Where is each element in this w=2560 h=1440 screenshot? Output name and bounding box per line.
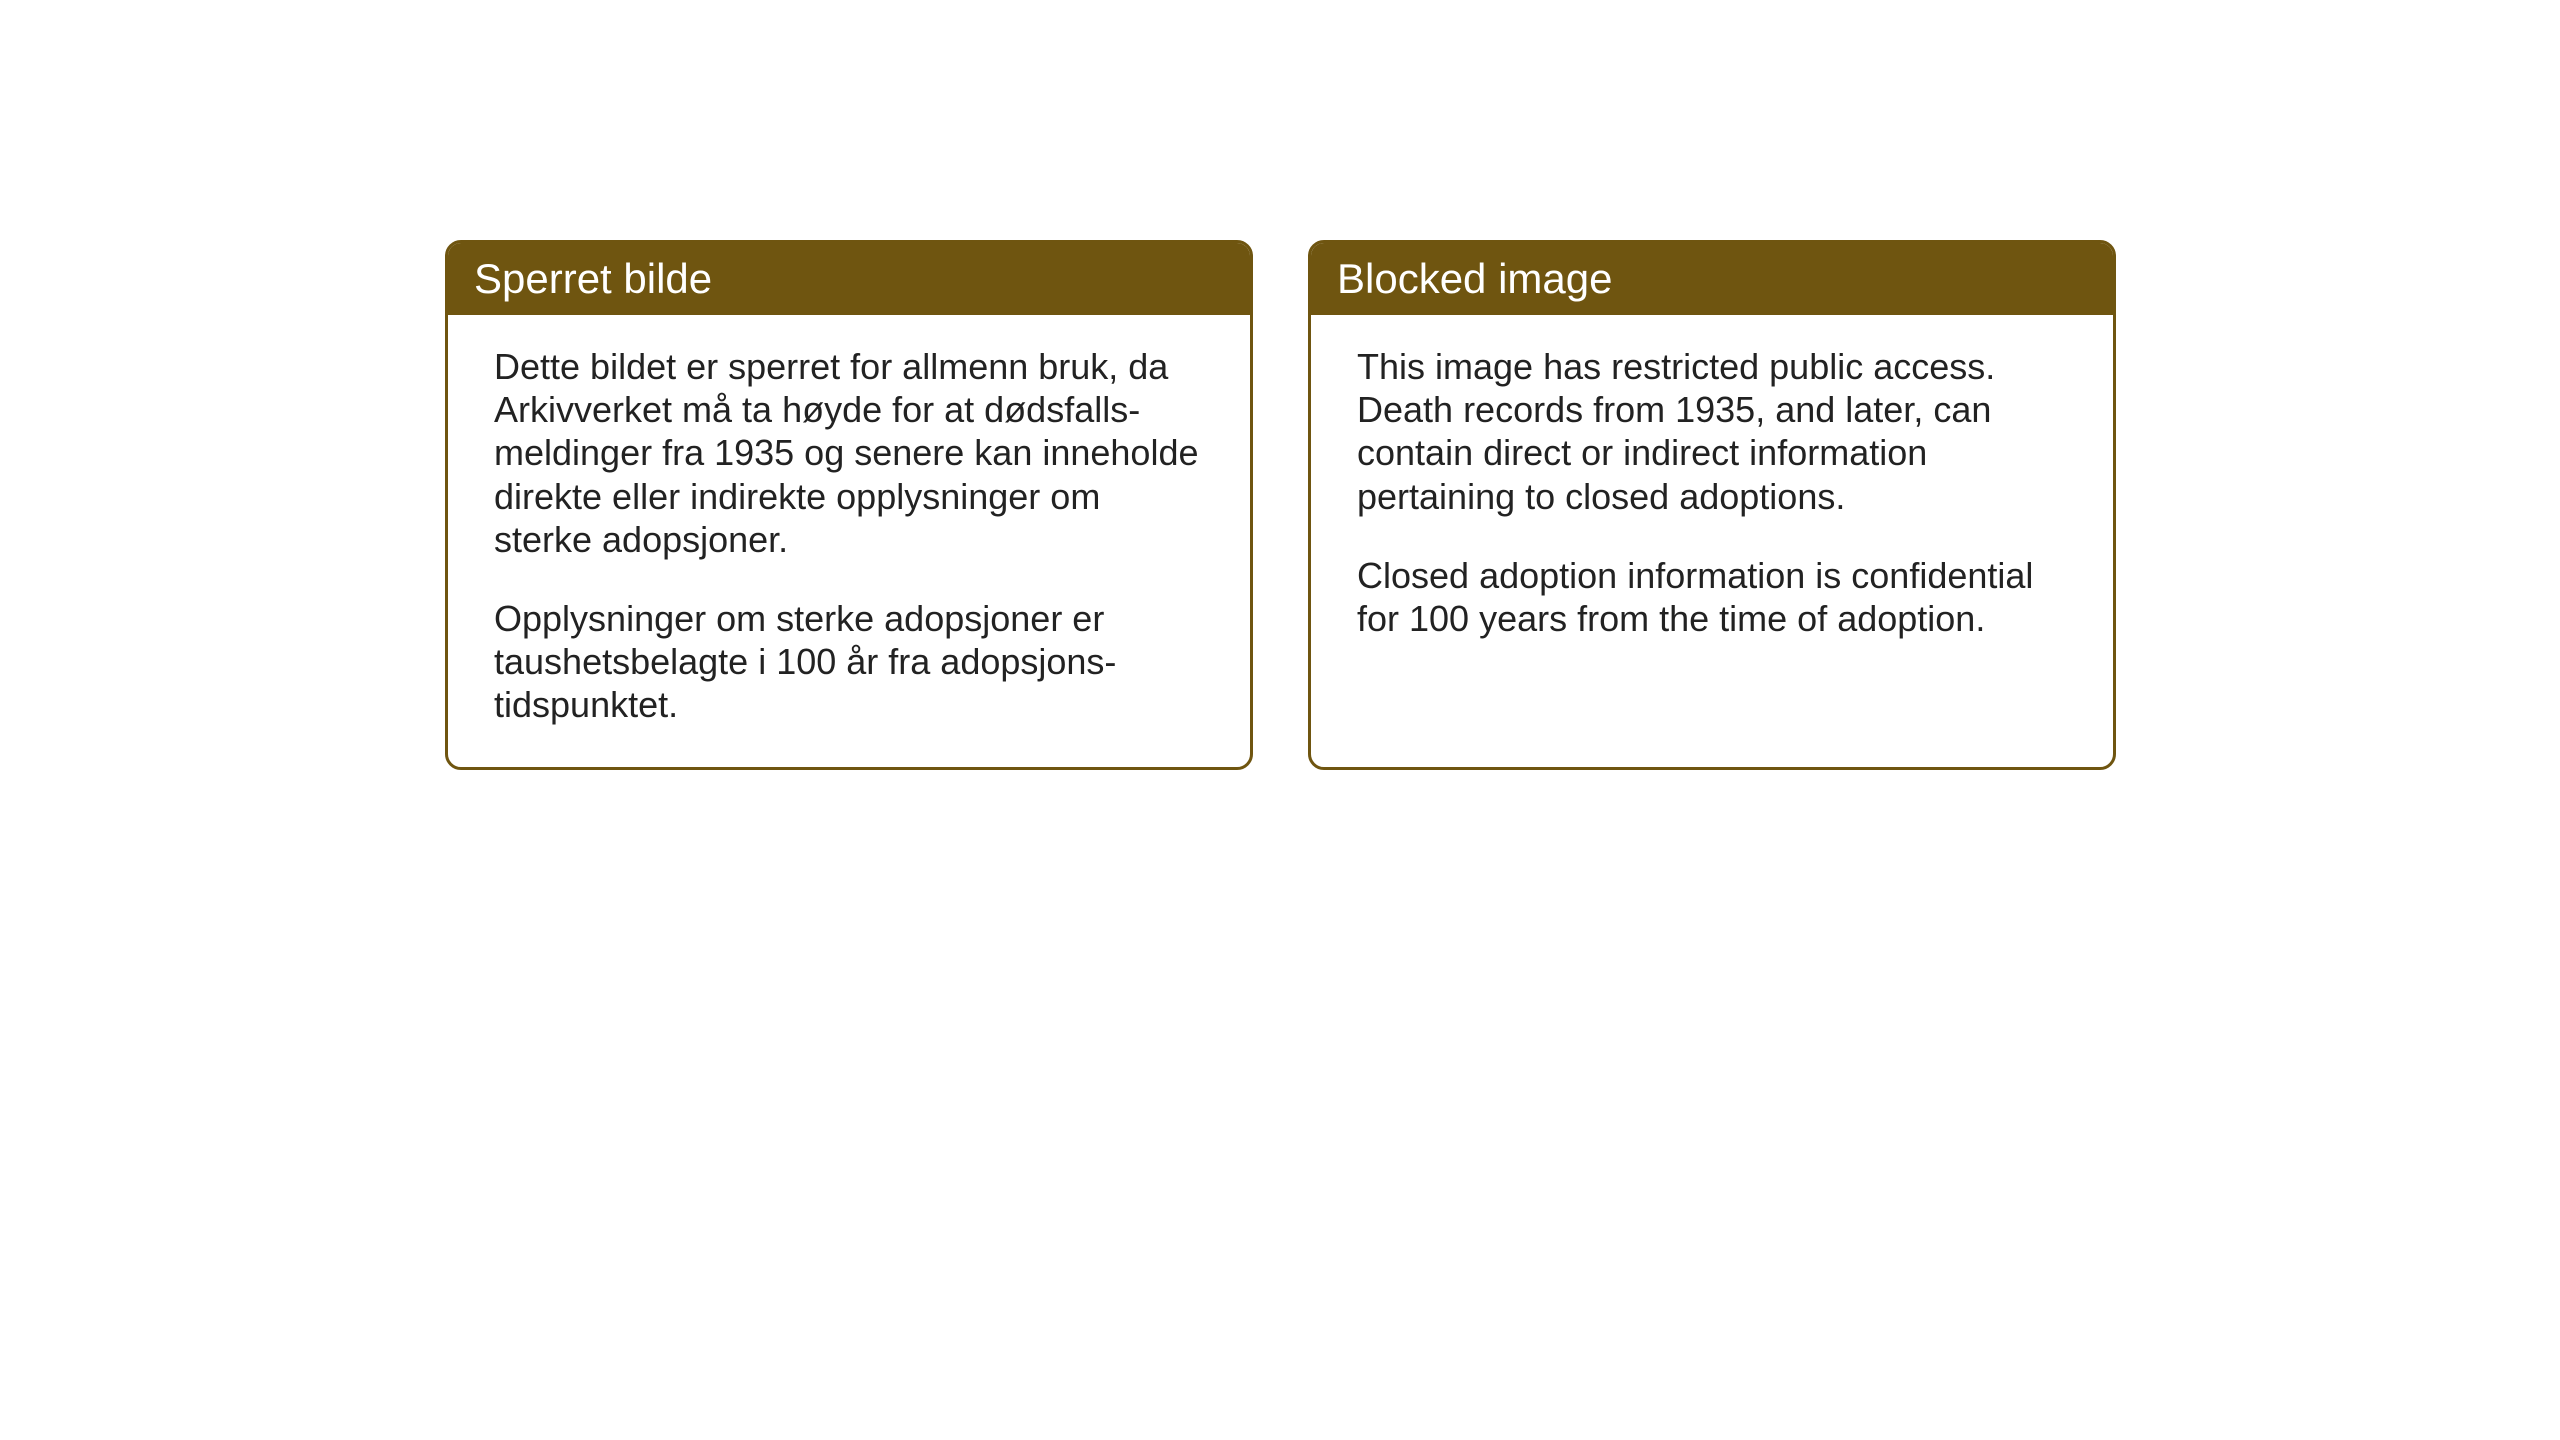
notice-card-english: Blocked image This image has restricted …	[1308, 240, 2116, 770]
paragraph-text: Dette bildet er sperret for allmenn bruk…	[494, 345, 1204, 561]
notice-container: Sperret bilde Dette bildet er sperret fo…	[445, 240, 2116, 770]
card-body-norwegian: Dette bildet er sperret for allmenn bruk…	[448, 315, 1250, 767]
card-body-english: This image has restricted public access.…	[1311, 315, 2113, 680]
notice-card-norwegian: Sperret bilde Dette bildet er sperret fo…	[445, 240, 1253, 770]
paragraph-text: Opplysninger om sterke adopsjoner er tau…	[494, 597, 1204, 727]
card-title-english: Blocked image	[1311, 243, 2113, 315]
paragraph-text: Closed adoption information is confident…	[1357, 554, 2067, 640]
paragraph-text: This image has restricted public access.…	[1357, 345, 2067, 518]
card-title-norwegian: Sperret bilde	[448, 243, 1250, 315]
